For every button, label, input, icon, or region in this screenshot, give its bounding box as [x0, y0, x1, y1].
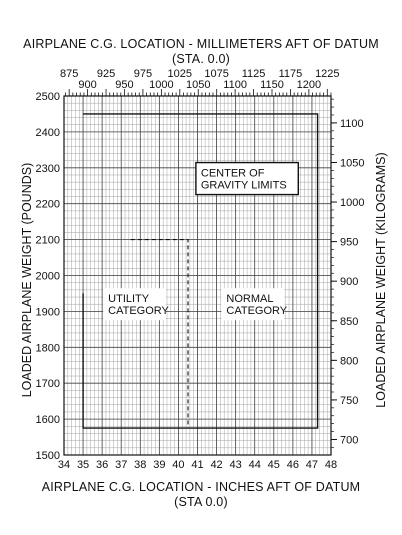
top-axis-subtitle: (STA. 0.0) [171, 52, 231, 66]
y-tick-label-kg: 1100 [340, 118, 364, 130]
y-tick-label-pounds: 2500 [36, 91, 60, 103]
x-tick-label-inches: 44 [249, 459, 261, 471]
x-tick-label-mm-lower: 1050 [186, 79, 210, 91]
annotation-box-2 [221, 288, 285, 321]
annotation-text-1: CATEGORY [108, 305, 169, 317]
x-tick-label-inches: 47 [306, 459, 318, 471]
x-tick-label-mm-upper: 1175 [279, 68, 303, 80]
y-tick-label-kg: 1000 [340, 197, 364, 209]
x-tick-label-inches: 37 [115, 459, 127, 471]
y-tick-label-pounds: 2300 [36, 163, 60, 175]
x-tick-label-mm-lower: 1100 [223, 79, 247, 91]
grid-major [63, 95, 332, 456]
plot-frame [63, 95, 332, 456]
x-tick-label-mm-lower: 950 [115, 79, 133, 91]
bottom-axis-title: AIRPLANE C.G. LOCATION - INCHES AFT OF D… [41, 480, 361, 494]
annotation-text-0: CENTER OF [201, 168, 265, 180]
annotation-text-0: GRAVITY LIMITS [201, 180, 287, 192]
x-tick-label-mm-lower: 1150 [260, 79, 284, 91]
plot-border [63, 95, 332, 456]
y-tick-label-kg: 750 [340, 395, 358, 407]
x-tick-label-inches: 45 [268, 459, 280, 471]
x-tick-label-inches: 38 [134, 459, 146, 471]
x-tick-label-mm-upper: 1125 [242, 68, 266, 80]
bottom-axis-subtitle: (STA 0.0) [174, 495, 228, 509]
y-tick-label-pounds: 1800 [36, 342, 60, 354]
x-tick-label-inches: 39 [153, 459, 165, 471]
y-tick-label-pounds: 1900 [36, 306, 60, 318]
y-tick-label-pounds: 1500 [36, 450, 60, 462]
series-group [82, 113, 319, 429]
tick-labels: 34 35 36 37 38 39 40 41 42 43 44 45 46 47 48 1500 1600 17… [36, 68, 365, 471]
series-line-normal [82, 113, 319, 429]
series-line-utility [130, 239, 189, 429]
x-tick-label-inches: 48 [325, 459, 337, 471]
x-tick-label-inches: 34 [58, 459, 70, 471]
annotation-box-1 [103, 288, 166, 321]
y-tick-label-kg: 900 [340, 276, 358, 288]
y-tick-label-kg: 700 [340, 434, 358, 446]
annotation-text-2: NORMAL [226, 293, 273, 305]
y-tick-label-pounds: 2400 [36, 127, 60, 139]
x-tick-label-inches: 36 [96, 459, 108, 471]
y-tick-label-kg: 1050 [340, 157, 364, 169]
x-tick-label-mm-lower: 1200 [297, 79, 321, 91]
x-tick-label-inches: 42 [210, 459, 222, 471]
top-axis-title: AIRPLANE C.G. LOCATION - MILLIMETERS AFT… [23, 37, 379, 51]
x-tick-label-inches: 46 [287, 459, 299, 471]
x-tick-label-mm-upper: 875 [60, 68, 78, 80]
x-tick-label-mm-upper: 925 [97, 68, 115, 80]
annotation-box-0 [195, 161, 299, 196]
x-tick-label-inches: 41 [191, 459, 203, 471]
y-tick-label-pounds: 1600 [36, 414, 60, 426]
y-tick-label-kg: 800 [340, 355, 358, 367]
x-tick-label-mm-lower: 1000 [149, 79, 173, 91]
y-tick-label-kg: 950 [340, 237, 358, 249]
x-tick-label-mm-upper: 1075 [204, 68, 228, 80]
x-tick-label-mm-lower: 900 [78, 79, 96, 91]
x-tick-label-mm-upper: 1025 [168, 68, 192, 80]
x-tick-label-inches: 35 [77, 459, 89, 471]
x-tick-label-inches: 43 [230, 459, 242, 471]
x-tick-label-inches: 40 [172, 459, 184, 471]
x-tick-label-mm-upper: 975 [134, 68, 152, 80]
y-tick-label-pounds: 2200 [36, 199, 60, 211]
annotation-text-2: CATEGORY [226, 305, 287, 317]
y-tick-label-pounds: 1700 [36, 378, 60, 390]
annotation-text-1: UTILITY [108, 293, 150, 305]
x-tick-label-mm-upper: 1225 [315, 68, 339, 80]
y-tick-label-pounds: 2100 [36, 235, 60, 247]
y-tick-label-pounds: 2000 [36, 271, 60, 283]
y-tick-label-kg: 850 [340, 316, 358, 328]
